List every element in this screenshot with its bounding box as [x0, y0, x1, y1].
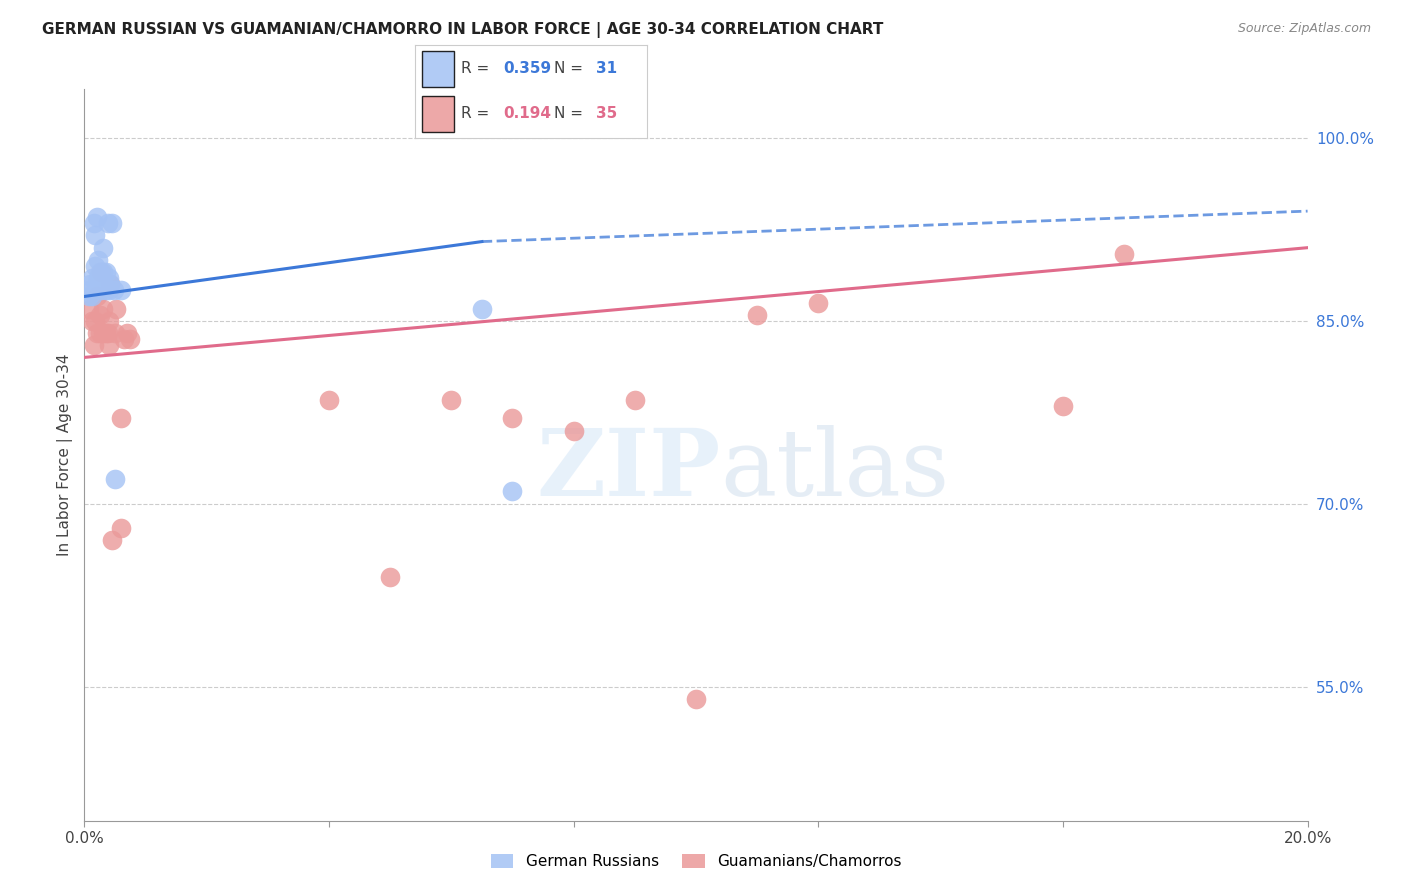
Point	[105, 301, 128, 316]
Point	[86, 289, 108, 303]
Point	[94, 284, 117, 298]
Point	[89, 308, 111, 322]
Point	[97, 326, 120, 340]
Point	[104, 472, 127, 486]
Point	[502, 411, 524, 425]
Point	[110, 411, 132, 425]
FancyBboxPatch shape	[422, 96, 454, 132]
Point	[97, 271, 120, 285]
Point	[83, 216, 105, 230]
Point	[97, 314, 120, 328]
Point	[80, 314, 103, 328]
Text: R =: R =	[461, 106, 495, 121]
Point	[90, 265, 112, 279]
Point	[91, 326, 114, 340]
Point	[562, 424, 585, 438]
Point	[97, 284, 120, 298]
Point	[94, 265, 117, 279]
Point	[112, 332, 135, 346]
Point	[84, 228, 107, 243]
Point	[91, 265, 114, 279]
Point	[104, 326, 127, 340]
Text: N =: N =	[554, 62, 588, 77]
Point	[115, 326, 138, 340]
Point	[86, 326, 108, 340]
Point	[89, 265, 111, 279]
Point	[110, 284, 132, 298]
Point	[90, 271, 112, 285]
Point	[86, 277, 108, 292]
Point	[807, 295, 830, 310]
Point	[84, 314, 107, 328]
Point	[110, 521, 132, 535]
Text: Source: ZipAtlas.com: Source: ZipAtlas.com	[1237, 22, 1371, 36]
Point	[87, 271, 110, 285]
FancyBboxPatch shape	[422, 51, 454, 87]
Point	[77, 301, 100, 316]
Text: N =: N =	[554, 106, 588, 121]
Point	[98, 277, 121, 292]
Point	[103, 284, 125, 298]
Point	[90, 284, 112, 298]
Point	[1052, 399, 1074, 413]
Y-axis label: In Labor Force | Age 30-34: In Labor Force | Age 30-34	[58, 353, 73, 557]
Point	[87, 252, 110, 267]
Point	[624, 393, 647, 408]
Text: 31: 31	[596, 62, 617, 77]
Point	[101, 216, 124, 230]
Point	[94, 326, 117, 340]
Point	[97, 338, 120, 352]
Legend: German Russians, Guamanians/Chamorros: German Russians, Guamanians/Chamorros	[485, 848, 907, 875]
Point	[80, 271, 103, 285]
Point	[747, 308, 769, 322]
Text: atlas: atlas	[720, 425, 949, 515]
Point	[84, 259, 107, 273]
Point	[97, 216, 120, 230]
Point	[80, 289, 103, 303]
Point	[89, 326, 111, 340]
Point	[380, 570, 402, 584]
Point	[120, 332, 142, 346]
Text: ZIP: ZIP	[536, 425, 720, 515]
Point	[79, 277, 101, 292]
Point	[1114, 247, 1136, 261]
Point	[502, 484, 524, 499]
Point	[440, 393, 463, 408]
Text: 0.194: 0.194	[503, 106, 551, 121]
Point	[91, 301, 114, 316]
Text: R =: R =	[461, 62, 495, 77]
Point	[89, 277, 111, 292]
Point	[318, 393, 340, 408]
Point	[77, 284, 100, 298]
Point	[77, 289, 100, 303]
Point	[83, 338, 105, 352]
Point	[98, 277, 121, 292]
Point	[471, 301, 494, 316]
Text: 35: 35	[596, 106, 617, 121]
Point	[685, 691, 707, 706]
Point	[91, 277, 114, 292]
Point	[86, 211, 108, 225]
Text: GERMAN RUSSIAN VS GUAMANIAN/CHAMORRO IN LABOR FORCE | AGE 30-34 CORRELATION CHAR: GERMAN RUSSIAN VS GUAMANIAN/CHAMORRO IN …	[42, 22, 883, 38]
Point	[101, 533, 124, 548]
Text: 0.359: 0.359	[503, 62, 551, 77]
Point	[91, 241, 114, 255]
